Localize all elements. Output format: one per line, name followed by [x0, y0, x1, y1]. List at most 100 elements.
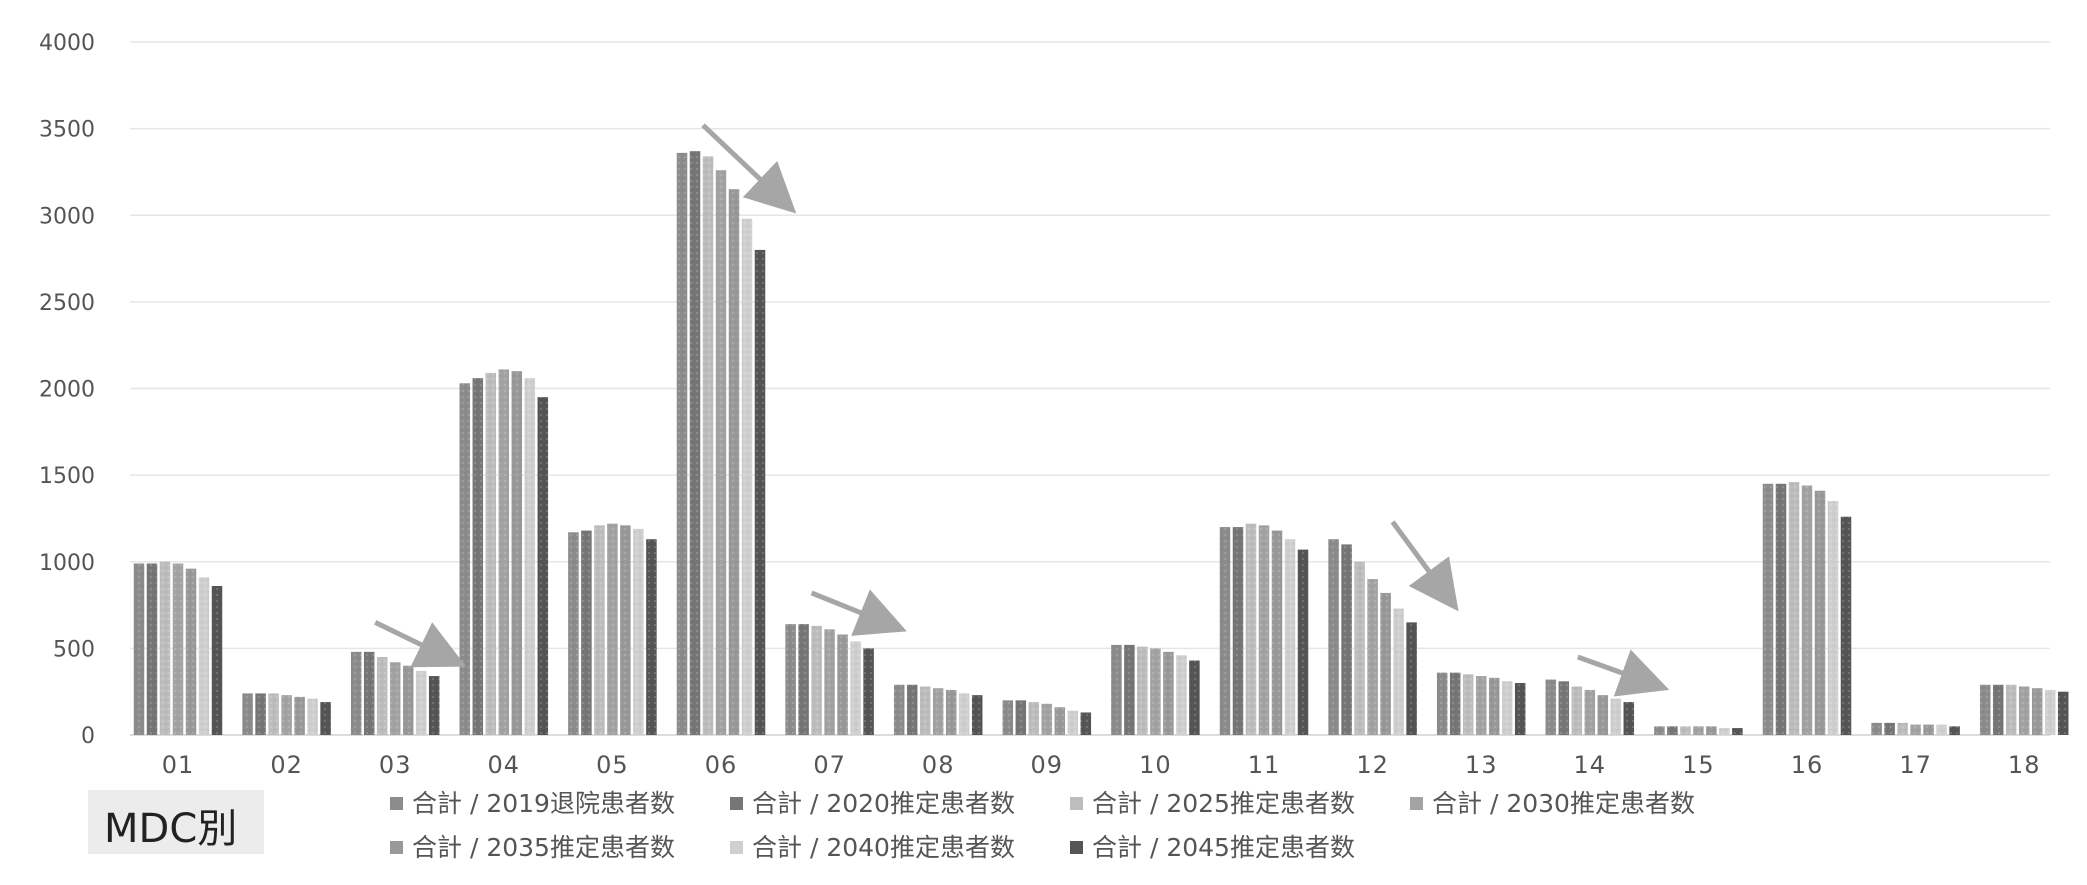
legend-swatch	[390, 841, 403, 854]
bar-texture	[1610, 698, 1622, 735]
x-tick-label: 05	[596, 751, 629, 779]
x-tick-label: 07	[813, 751, 846, 779]
bar-texture	[255, 693, 266, 735]
legend-label: 合計 / 2045推定患者数	[1092, 833, 1355, 862]
legend-swatch	[390, 797, 403, 810]
bar-texture	[893, 684, 905, 735]
x-tick-label: 10	[1139, 751, 1172, 779]
bar-texture	[837, 634, 848, 735]
bar-texture	[1041, 703, 1053, 735]
bar-texture	[1732, 728, 1743, 735]
x-tick-label: 17	[1899, 751, 1932, 779]
legend-swatch	[1410, 797, 1423, 810]
bar-texture	[1623, 702, 1635, 735]
bar-texture	[1949, 726, 1960, 735]
bar-texture	[1775, 483, 1787, 735]
bar-texture	[1871, 722, 1882, 735]
bar-texture	[958, 693, 970, 735]
x-tick-label: 03	[379, 751, 412, 779]
legend-swatch	[730, 797, 743, 810]
bar-texture	[945, 689, 957, 735]
y-tick-label: 2000	[39, 378, 95, 403]
bar-texture	[581, 530, 592, 735]
bar-texture	[1514, 683, 1526, 735]
bar-texture	[1297, 549, 1309, 735]
bar-texture	[1067, 710, 1079, 735]
bar-texture	[702, 156, 714, 736]
x-axis-categories: 01 02 03 04 05 06 07 08 09 10 11 12 13 14 15 16 17 18	[162, 751, 2040, 779]
bar-texture	[1597, 695, 1609, 735]
bar-texture	[1693, 726, 1704, 735]
bar-texture	[1150, 648, 1161, 735]
bar-texture	[906, 684, 918, 735]
bar-texture	[1111, 644, 1122, 735]
x-tick-label: 16	[1791, 751, 1824, 779]
bar-texture	[472, 378, 484, 735]
trend-arrow	[374, 620, 467, 668]
bar-texture	[459, 383, 471, 735]
y-tick-label: 1000	[39, 551, 95, 576]
bar-texture	[1558, 681, 1570, 735]
bar-texture	[633, 528, 644, 735]
bar-texture	[1475, 676, 1487, 735]
bar-texture	[863, 648, 874, 735]
bar-texture	[646, 539, 657, 735]
bar-texture	[1245, 523, 1257, 735]
bar-texture	[971, 695, 983, 735]
bar-texture	[594, 525, 605, 735]
bar-texture	[294, 696, 305, 735]
bar-texture	[1584, 689, 1596, 735]
bar-texture	[242, 693, 253, 735]
bar-texture	[172, 563, 184, 735]
bar-texture	[2018, 686, 2030, 735]
legend-label: 合計 / 2035推定患者数	[412, 833, 675, 862]
x-tick-label: 02	[270, 751, 303, 779]
bar-texture	[2005, 684, 2017, 735]
bar-texture	[1801, 485, 1813, 735]
bar-texture	[146, 563, 158, 735]
bar-texture	[281, 695, 292, 735]
bar-texture	[1667, 726, 1678, 735]
bar-texture	[1015, 700, 1027, 735]
legend-label: 合計 / 2030推定患者数	[1432, 789, 1695, 818]
bar-texture	[1341, 544, 1352, 735]
bar-texture	[1380, 592, 1391, 735]
bar-texture	[1910, 724, 1921, 735]
bar-texture	[1393, 608, 1404, 735]
bar-texture	[198, 577, 210, 735]
y-tick-label: 0	[81, 724, 95, 749]
bar-texture	[133, 563, 145, 735]
bar-texture	[1762, 483, 1774, 735]
mdc-label: MDC別	[104, 806, 238, 852]
gridlines	[130, 41, 2050, 736]
bar-texture	[2031, 688, 2043, 735]
bar-texture	[185, 568, 197, 735]
bar-texture	[1936, 724, 1947, 735]
x-tick-label: 06	[705, 751, 738, 779]
bar-texture	[498, 369, 510, 735]
x-tick-label: 14	[1574, 751, 1607, 779]
bar-texture	[620, 525, 631, 735]
x-tick-label: 04	[488, 751, 521, 779]
bar-texture	[1654, 726, 1665, 735]
y-tick-label: 3000	[39, 204, 95, 229]
bar-texture	[811, 625, 822, 735]
bar-texture	[1176, 655, 1187, 735]
bar-texture	[350, 651, 362, 735]
bar-texture	[320, 702, 331, 735]
bar-texture	[1897, 722, 1908, 735]
bar-texture	[376, 657, 388, 735]
trend-arrows	[374, 123, 1670, 697]
bar-texture	[607, 523, 618, 735]
x-tick-label: 13	[1465, 751, 1498, 779]
mdc-label-box	[88, 790, 264, 854]
bar-texture	[524, 378, 536, 735]
bar-texture	[1258, 525, 1270, 735]
bar-texture	[1545, 679, 1557, 735]
bar-texture	[1840, 516, 1852, 735]
bar-texture	[1884, 722, 1895, 735]
bar-texture	[1462, 674, 1474, 735]
legend-swatch	[730, 841, 743, 854]
y-tick-label: 1500	[39, 464, 95, 489]
bar-texture	[1328, 539, 1339, 735]
